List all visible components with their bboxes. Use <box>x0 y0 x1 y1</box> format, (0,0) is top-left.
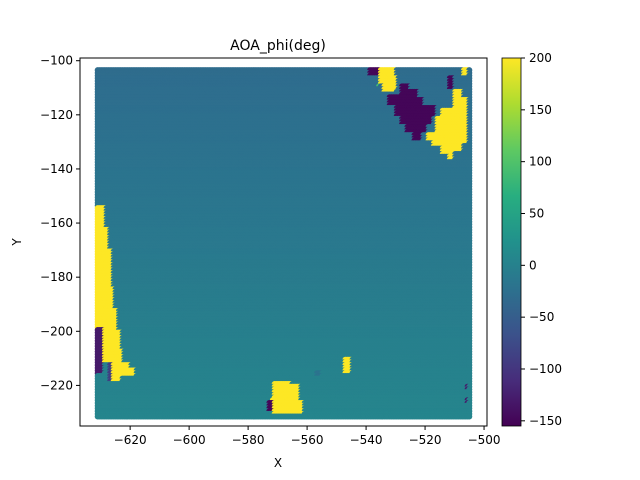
data-points <box>94 67 473 420</box>
plot-area <box>94 67 473 420</box>
chart-title: AOA_phi(deg) <box>230 38 326 54</box>
